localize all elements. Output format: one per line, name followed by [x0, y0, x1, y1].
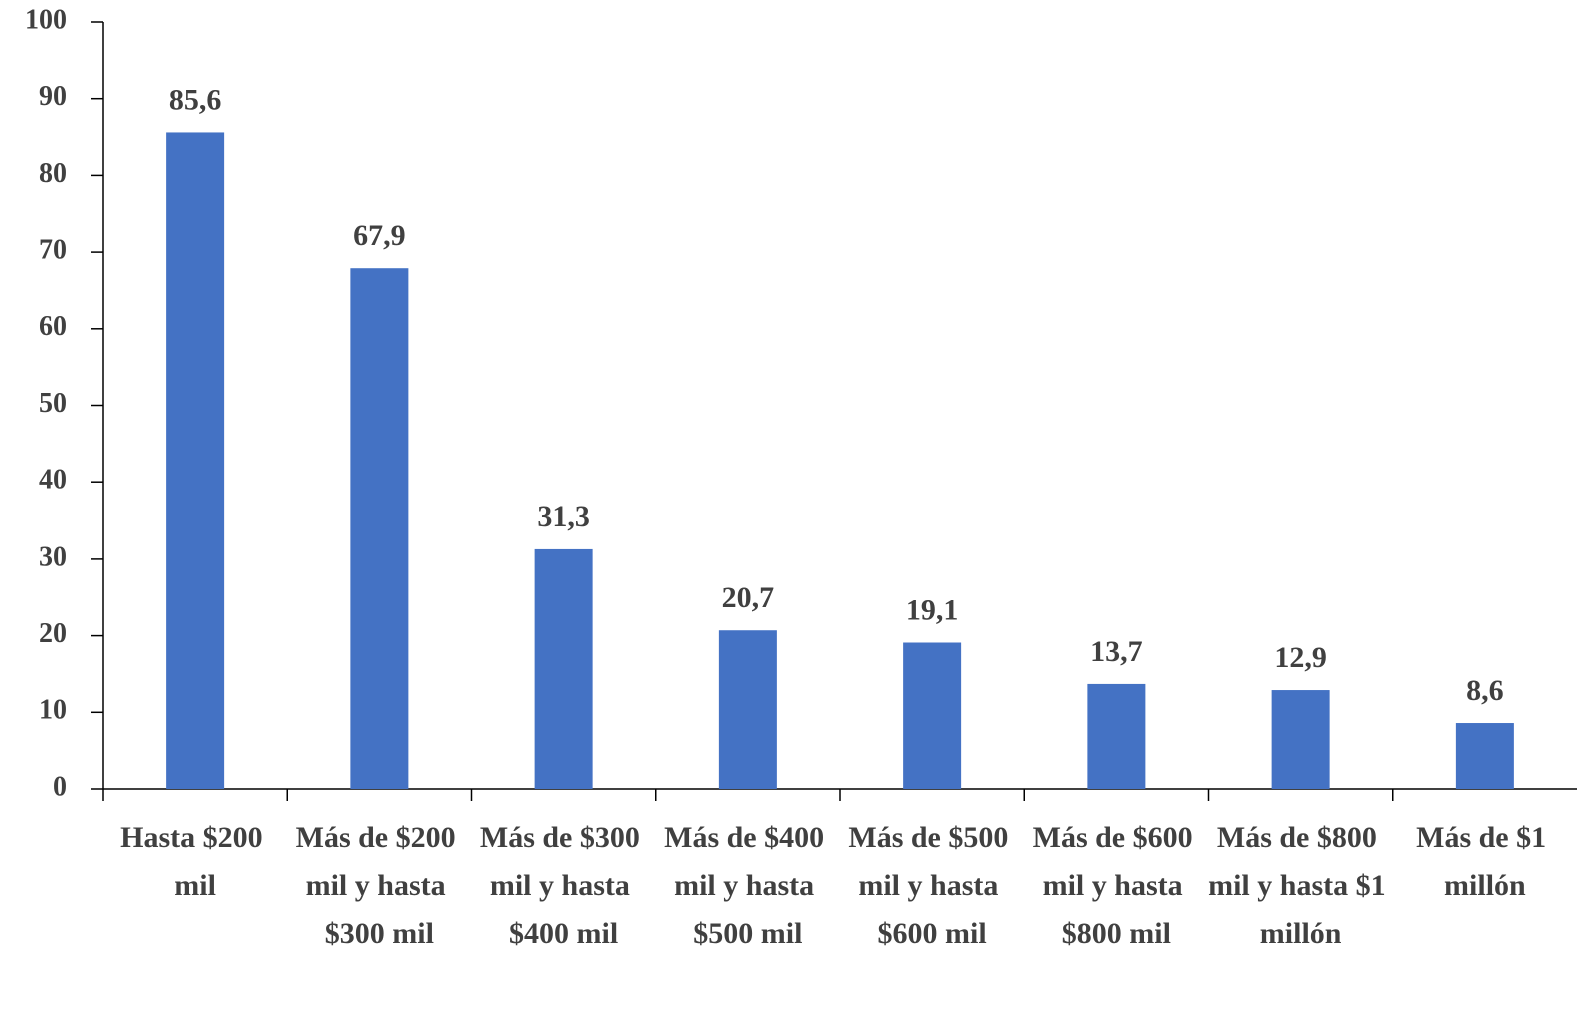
data-label: 13,7	[1090, 635, 1143, 668]
x-tick-label: Más de $300 mil y hasta $400 mil	[480, 821, 648, 950]
x-tick-label: Más de $500 mil y hasta $600 mil	[848, 821, 1016, 950]
data-label: 20,7	[722, 581, 775, 614]
x-tick-label: Más de $600 mil y hasta $800 mil	[1033, 821, 1201, 950]
x-tick-label: Más de $1 millón	[1416, 821, 1554, 902]
data-label: 12,9	[1274, 641, 1327, 674]
bar	[166, 132, 225, 789]
x-tick-label: Hasta $200 mil	[120, 821, 270, 902]
y-tick-label: 0	[53, 771, 67, 802]
bar	[903, 642, 962, 789]
data-label: 67,9	[353, 219, 406, 252]
bar	[534, 548, 593, 789]
y-tick-label: 20	[39, 618, 67, 649]
x-tick-label: Más de $400 mil y hasta $500 mil	[664, 821, 832, 950]
y-tick-label: 40	[39, 465, 67, 496]
y-tick-label: 90	[39, 81, 67, 112]
bar	[1087, 683, 1146, 789]
y-tick-label: 100	[25, 4, 67, 35]
bar	[1455, 723, 1514, 789]
data-label: 8,6	[1466, 674, 1504, 707]
y-tick-label: 80	[39, 158, 67, 189]
y-tick-label: 10	[39, 695, 67, 726]
data-label: 31,3	[537, 500, 590, 533]
data-label: 19,1	[906, 593, 959, 626]
x-tick-label: Más de $200 mil y hasta $300 mil	[296, 821, 464, 950]
y-tick-label: 70	[39, 235, 67, 266]
x-tick-label: Más de $800 mil y hasta $1 millón	[1208, 821, 1393, 950]
data-label: 85,6	[169, 83, 222, 116]
bar	[350, 268, 409, 789]
y-tick-label: 30	[39, 541, 67, 572]
y-tick-label: 50	[39, 388, 67, 419]
y-tick-label: 60	[39, 311, 67, 342]
bar	[718, 630, 777, 789]
bar	[1271, 690, 1330, 789]
